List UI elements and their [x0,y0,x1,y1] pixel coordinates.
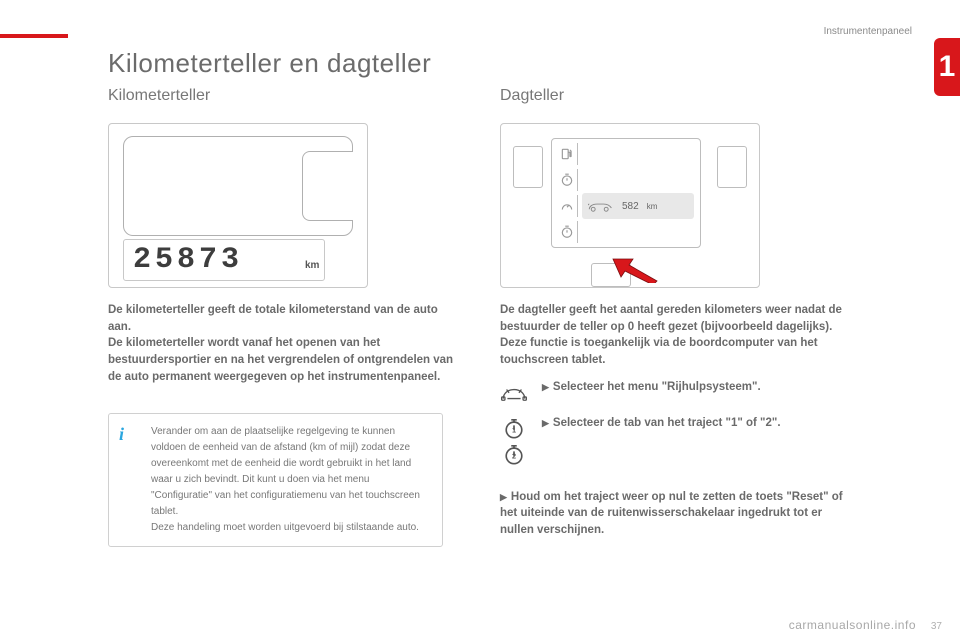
trip-row-unit: km [647,202,658,211]
bullet-2: 1 2 ▶Selecteer de tab van het traject "1… [500,415,850,469]
footer-url: carmanualsonline.info [789,618,916,632]
timer-2-icon: 2 [503,444,525,466]
trip-caption: De dagteller geeft het aantal gereden ki… [500,302,850,369]
car-range-icon [588,199,614,213]
odometer-readout: 25873 [133,243,243,277]
info-box: i Verander om aan de plaatselijke regelg… [108,413,443,547]
trip-tab-timer1-icon [556,169,578,191]
bullet-1-text: ▶Selecteer het menu "Rijhulpsysteem". [542,379,761,395]
accent-bar [0,34,68,38]
col-trip: Dagteller [500,87,850,547]
timer-1-icon: 1 [503,418,525,440]
bullet-2-text: ▶Selecteer de tab van het traject "1" of… [542,415,781,431]
odometer-unit: km [305,260,319,271]
odometer-heading: Kilometerteller [108,87,458,105]
columns: Kilometerteller 25873 km De kilometertel… [108,87,900,547]
timer-icons: 1 2 [500,415,528,469]
odometer-figure: 25873 km [108,123,368,288]
odometer-caption-1: De kilometerteller geeft de totale kilom… [108,302,458,335]
trip-side-left [513,146,543,188]
page-title: Kilometerteller en dagteller [108,48,900,79]
trip-figure: 582 km [500,123,760,288]
trip-panel: 582 km [551,138,701,248]
trip-reset-text: ▶Houd om het traject weer op nul te zett… [500,489,850,539]
red-arrow-icon [611,255,659,283]
info-text-1: Verander om aan de plaatselijke regelgev… [151,424,430,520]
bullet-1: ▶Selecteer het menu "Rijhulpsysteem". [500,379,850,405]
trip-tab-gauge-icon [556,195,578,217]
trip-row-selected: 582 km [582,193,694,219]
page-number: 37 [931,621,942,632]
odometer-caption-2: De kilometerteller wordt vanaf het opene… [108,335,458,385]
info-text-2: Deze handeling moet worden uitgevoerd bi… [151,520,430,536]
trip-side-right [717,146,747,188]
svg-text:2: 2 [512,451,516,460]
section-header: Instrumentenpaneel [824,26,912,37]
col-odometer: Kilometerteller 25873 km De kilometertel… [108,87,458,547]
trip-tab-timer2-icon [556,221,578,243]
info-icon: i [119,424,139,444]
trip-tab-fuel-icon [556,143,578,165]
page-body: Kilometerteller en dagteller Kilometerte… [108,48,900,616]
svg-text:1: 1 [512,425,516,434]
trip-heading: Dagteller [500,87,850,105]
trip-row-value: 582 [622,201,639,212]
drive-assist-icon [500,379,528,405]
chapter-tab: 1 [934,38,960,96]
odometer-cluster-outline [123,136,353,236]
